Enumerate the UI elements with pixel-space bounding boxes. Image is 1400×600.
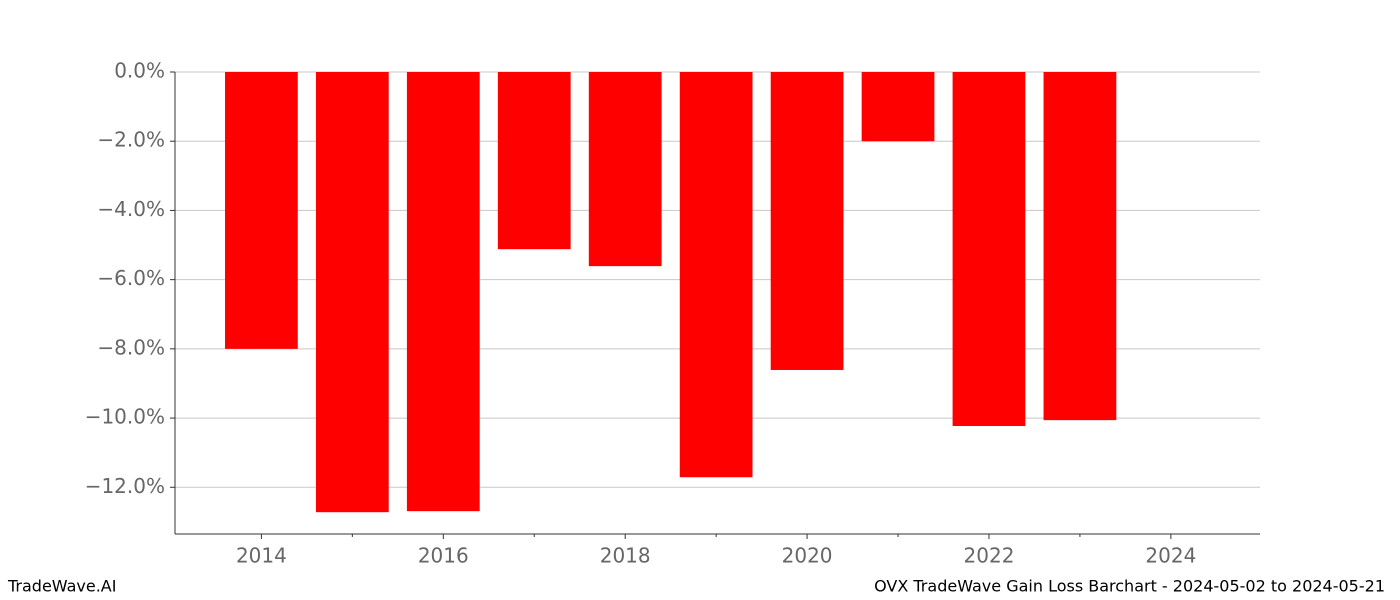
x-tick-label: 2022: [964, 544, 1015, 568]
y-tick-label: −4.0%: [97, 197, 165, 221]
bar: [406, 72, 480, 512]
y-tick-label: 0.0%: [114, 59, 165, 83]
x-tick-label: 2018: [600, 544, 651, 568]
x-tick-label: 2016: [418, 544, 469, 568]
x-tick-label: 2020: [782, 544, 833, 568]
bar: [588, 72, 662, 267]
x-tick-label: 2024: [1145, 544, 1196, 568]
bar: [1043, 72, 1117, 421]
watermark: TradeWave.AI: [7, 577, 116, 596]
chart-title: OVX TradeWave Gain Loss Barchart - 2024-…: [874, 577, 1385, 596]
y-tick-label: −12.0%: [85, 474, 165, 498]
x-tick-label: 2014: [236, 544, 287, 568]
bar: [497, 72, 571, 250]
bar: [952, 72, 1026, 427]
y-tick-label: −6.0%: [97, 266, 165, 290]
bar: [679, 72, 753, 478]
y-tick-label: −8.0%: [97, 335, 165, 359]
bar: [861, 72, 935, 142]
bar: [315, 72, 389, 513]
y-tick-label: −2.0%: [97, 128, 165, 152]
y-tick-label: −10.0%: [85, 405, 165, 429]
bar: [770, 72, 844, 370]
bar: [225, 72, 298, 349]
